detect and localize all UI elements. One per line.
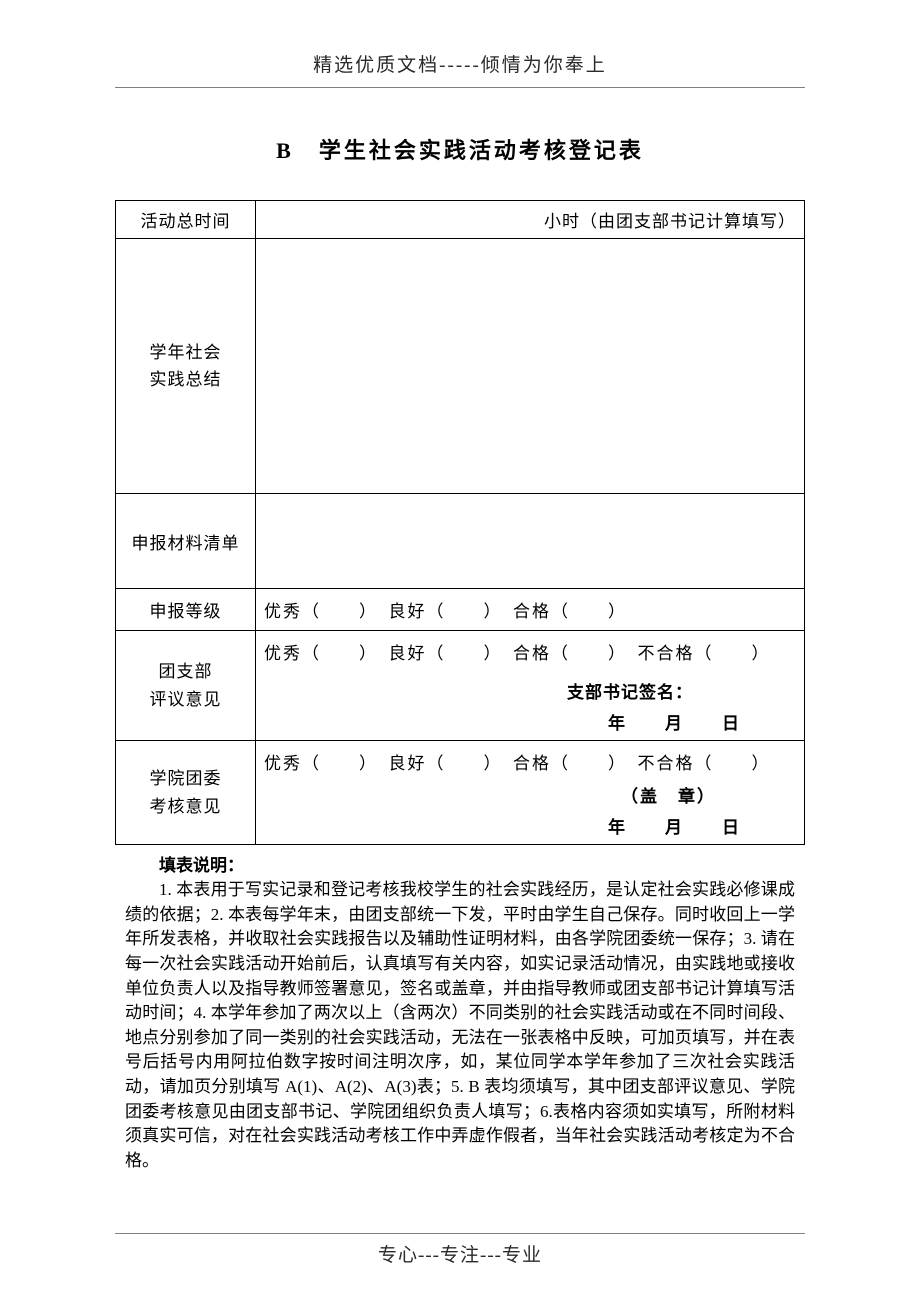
instructions-block: 填表说明： 1. 本表用于写实记录和登记考核我校学生的社会实践经历，是认定社会实… xyxy=(115,851,805,1174)
label-summary-line2: 实践总结 xyxy=(124,366,247,393)
value-branch-opinion: 优秀（ ） 良好（ ） 合格（ ） 不合格（ ） 支部书记签名： 年 月 日 xyxy=(256,631,805,741)
value-total-time: 小时（由团支部书记计算填写） xyxy=(256,201,805,239)
branch-date: 年 月 日 xyxy=(264,709,796,734)
branch-levels: 优秀（ ） 良好（ ） 合格（ ） 不合格（ ） xyxy=(264,637,796,666)
page-footer: 专心---专注---专业 xyxy=(0,1233,920,1267)
label-branch-line2: 评议意见 xyxy=(124,686,247,713)
instructions-title: 填表说明： xyxy=(125,851,795,876)
row-apply-level: 申报等级 优秀（ ） 良好（ ） 合格（ ） xyxy=(116,589,805,631)
label-summary-line1: 学年社会 xyxy=(124,339,247,366)
row-summary: 学年社会 实践总结 xyxy=(116,239,805,494)
branch-signature-label: 支部书记签名： xyxy=(464,678,796,703)
label-college-line2: 考核意见 xyxy=(124,793,247,820)
page-container: 精选优质文档-----倾情为你奉上 B 学生社会实践活动考核登记表 活动总时间 … xyxy=(0,0,920,1204)
footer-rule xyxy=(115,1233,805,1234)
instructions-body: 1. 本表用于写实记录和登记考核我校学生的社会实践经历，是认定社会实践必修课成绩… xyxy=(125,878,795,1174)
value-summary xyxy=(256,239,805,494)
value-materials xyxy=(256,494,805,589)
label-apply-level: 申报等级 xyxy=(116,589,256,631)
row-branch-opinion: 团支部 评议意见 优秀（ ） 良好（ ） 合格（ ） 不合格（ ） 支部书记签名… xyxy=(116,631,805,741)
label-branch-line1: 团支部 xyxy=(124,658,247,685)
registration-table: 活动总时间 小时（由团支部书记计算填写） 学年社会 实践总结 申报材料清单 申报… xyxy=(115,200,805,845)
college-levels: 优秀（ ） 良好（ ） 合格（ ） 不合格（ ） xyxy=(264,747,796,776)
label-branch-opinion: 团支部 评议意见 xyxy=(116,631,256,741)
row-college-opinion: 学院团委 考核意见 优秀（ ） 良好（ ） 合格（ ） 不合格（ ） （盖 章）… xyxy=(116,741,805,845)
value-apply-level: 优秀（ ） 良好（ ） 合格（ ） xyxy=(256,589,805,631)
document-title: B 学生社会实践活动考核登记表 xyxy=(115,133,805,165)
page-header: 精选优质文档-----倾情为你奉上 xyxy=(115,50,805,88)
label-college-opinion: 学院团委 考核意见 xyxy=(116,741,256,845)
value-college-opinion: 优秀（ ） 良好（ ） 合格（ ） 不合格（ ） （盖 章） 年 月 日 xyxy=(256,741,805,845)
college-stamp: （盖 章） xyxy=(264,782,796,807)
label-summary: 学年社会 实践总结 xyxy=(116,239,256,494)
label-materials: 申报材料清单 xyxy=(116,494,256,589)
row-materials: 申报材料清单 xyxy=(116,494,805,589)
label-college-line1: 学院团委 xyxy=(124,765,247,792)
row-total-time: 活动总时间 小时（由团支部书记计算填写） xyxy=(116,201,805,239)
label-total-time: 活动总时间 xyxy=(116,201,256,239)
college-date: 年 月 日 xyxy=(264,813,796,838)
footer-text: 专心---专注---专业 xyxy=(378,1245,542,1266)
